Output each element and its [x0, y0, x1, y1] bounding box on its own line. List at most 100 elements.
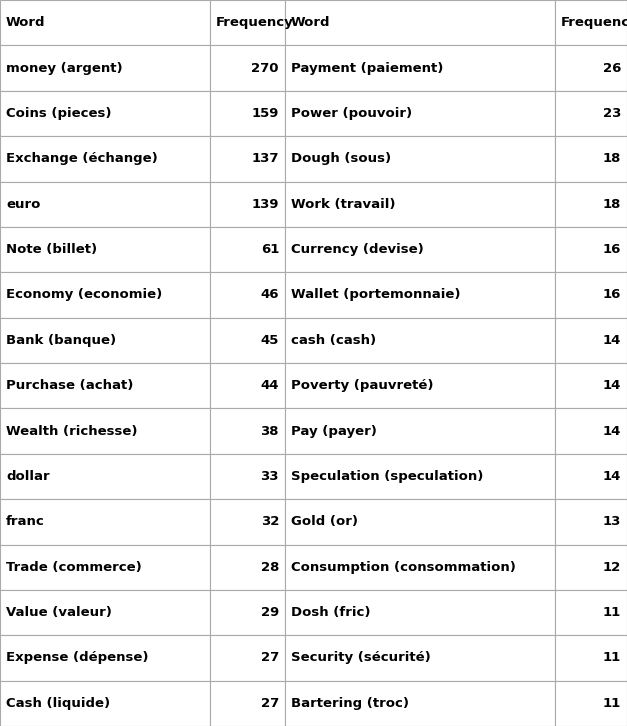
Bar: [210, 544, 285, 590]
Bar: [0, 91, 210, 136]
Bar: [555, 635, 627, 681]
Text: Expense (dépense): Expense (dépense): [6, 651, 149, 664]
Bar: [555, 454, 627, 499]
Bar: [555, 227, 627, 272]
Bar: [0, 408, 210, 454]
Bar: [555, 408, 627, 454]
Bar: [210, 136, 285, 182]
Text: Value (valeur): Value (valeur): [6, 606, 112, 619]
Bar: [0, 227, 210, 272]
Text: Payment (paiement): Payment (paiement): [291, 62, 443, 75]
Bar: [285, 0, 555, 45]
Text: 11: 11: [603, 651, 621, 664]
Text: Wealth (richesse): Wealth (richesse): [6, 425, 137, 438]
Bar: [210, 0, 285, 45]
Text: 13: 13: [603, 515, 621, 529]
Bar: [285, 499, 555, 544]
Text: 44: 44: [260, 379, 279, 392]
Bar: [210, 681, 285, 726]
Text: Cash (liquide): Cash (liquide): [6, 697, 110, 710]
Bar: [0, 0, 210, 45]
Text: Power (pouvoir): Power (pouvoir): [291, 107, 412, 120]
Text: Word: Word: [6, 16, 46, 29]
Bar: [0, 363, 210, 408]
Bar: [555, 590, 627, 635]
Bar: [555, 136, 627, 182]
Bar: [285, 408, 555, 454]
Text: 270: 270: [251, 62, 279, 75]
Bar: [555, 91, 627, 136]
Text: Exchange (échange): Exchange (échange): [6, 152, 158, 166]
Bar: [285, 136, 555, 182]
Bar: [555, 45, 627, 91]
Text: 11: 11: [603, 697, 621, 710]
Bar: [0, 590, 210, 635]
Text: 16: 16: [603, 288, 621, 301]
Text: 14: 14: [603, 425, 621, 438]
Text: Coins (pieces): Coins (pieces): [6, 107, 112, 120]
Bar: [285, 182, 555, 227]
Text: Bank (banque): Bank (banque): [6, 334, 116, 347]
Bar: [555, 318, 627, 363]
Text: 32: 32: [261, 515, 279, 529]
Bar: [210, 408, 285, 454]
Text: 137: 137: [251, 152, 279, 166]
Text: 23: 23: [603, 107, 621, 120]
Text: 14: 14: [603, 379, 621, 392]
Text: dollar: dollar: [6, 470, 50, 483]
Text: Work (travail): Work (travail): [291, 197, 396, 211]
Bar: [555, 499, 627, 544]
Bar: [210, 318, 285, 363]
Bar: [0, 454, 210, 499]
Text: 29: 29: [261, 606, 279, 619]
Text: Speculation (speculation): Speculation (speculation): [291, 470, 483, 483]
Text: 46: 46: [260, 288, 279, 301]
Bar: [285, 544, 555, 590]
Bar: [555, 681, 627, 726]
Text: cash (cash): cash (cash): [291, 334, 376, 347]
Bar: [210, 45, 285, 91]
Text: Purchase (achat): Purchase (achat): [6, 379, 134, 392]
Text: Currency (devise): Currency (devise): [291, 243, 424, 256]
Text: 11: 11: [603, 606, 621, 619]
Bar: [0, 635, 210, 681]
Bar: [285, 91, 555, 136]
Text: 12: 12: [603, 560, 621, 574]
Text: Dough (sous): Dough (sous): [291, 152, 391, 166]
Bar: [555, 272, 627, 318]
Bar: [0, 318, 210, 363]
Text: Note (billet): Note (billet): [6, 243, 97, 256]
Text: euro: euro: [6, 197, 40, 211]
Bar: [0, 681, 210, 726]
Bar: [210, 227, 285, 272]
Bar: [210, 272, 285, 318]
Text: 18: 18: [603, 152, 621, 166]
Text: franc: franc: [6, 515, 45, 529]
Bar: [0, 136, 210, 182]
Text: 27: 27: [261, 697, 279, 710]
Bar: [0, 544, 210, 590]
Bar: [0, 272, 210, 318]
Bar: [210, 363, 285, 408]
Text: Gold (or): Gold (or): [291, 515, 358, 529]
Text: Bartering (troc): Bartering (troc): [291, 697, 409, 710]
Text: Economy (economie): Economy (economie): [6, 288, 162, 301]
Text: 61: 61: [261, 243, 279, 256]
Text: 16: 16: [603, 243, 621, 256]
Text: 28: 28: [261, 560, 279, 574]
Bar: [210, 499, 285, 544]
Bar: [210, 91, 285, 136]
Text: 38: 38: [260, 425, 279, 438]
Text: 45: 45: [261, 334, 279, 347]
Text: 139: 139: [251, 197, 279, 211]
Text: 159: 159: [251, 107, 279, 120]
Text: 14: 14: [603, 334, 621, 347]
Bar: [0, 182, 210, 227]
Bar: [285, 227, 555, 272]
Bar: [555, 544, 627, 590]
Bar: [285, 45, 555, 91]
Text: 27: 27: [261, 651, 279, 664]
Bar: [210, 454, 285, 499]
Bar: [285, 318, 555, 363]
Text: Word: Word: [291, 16, 330, 29]
